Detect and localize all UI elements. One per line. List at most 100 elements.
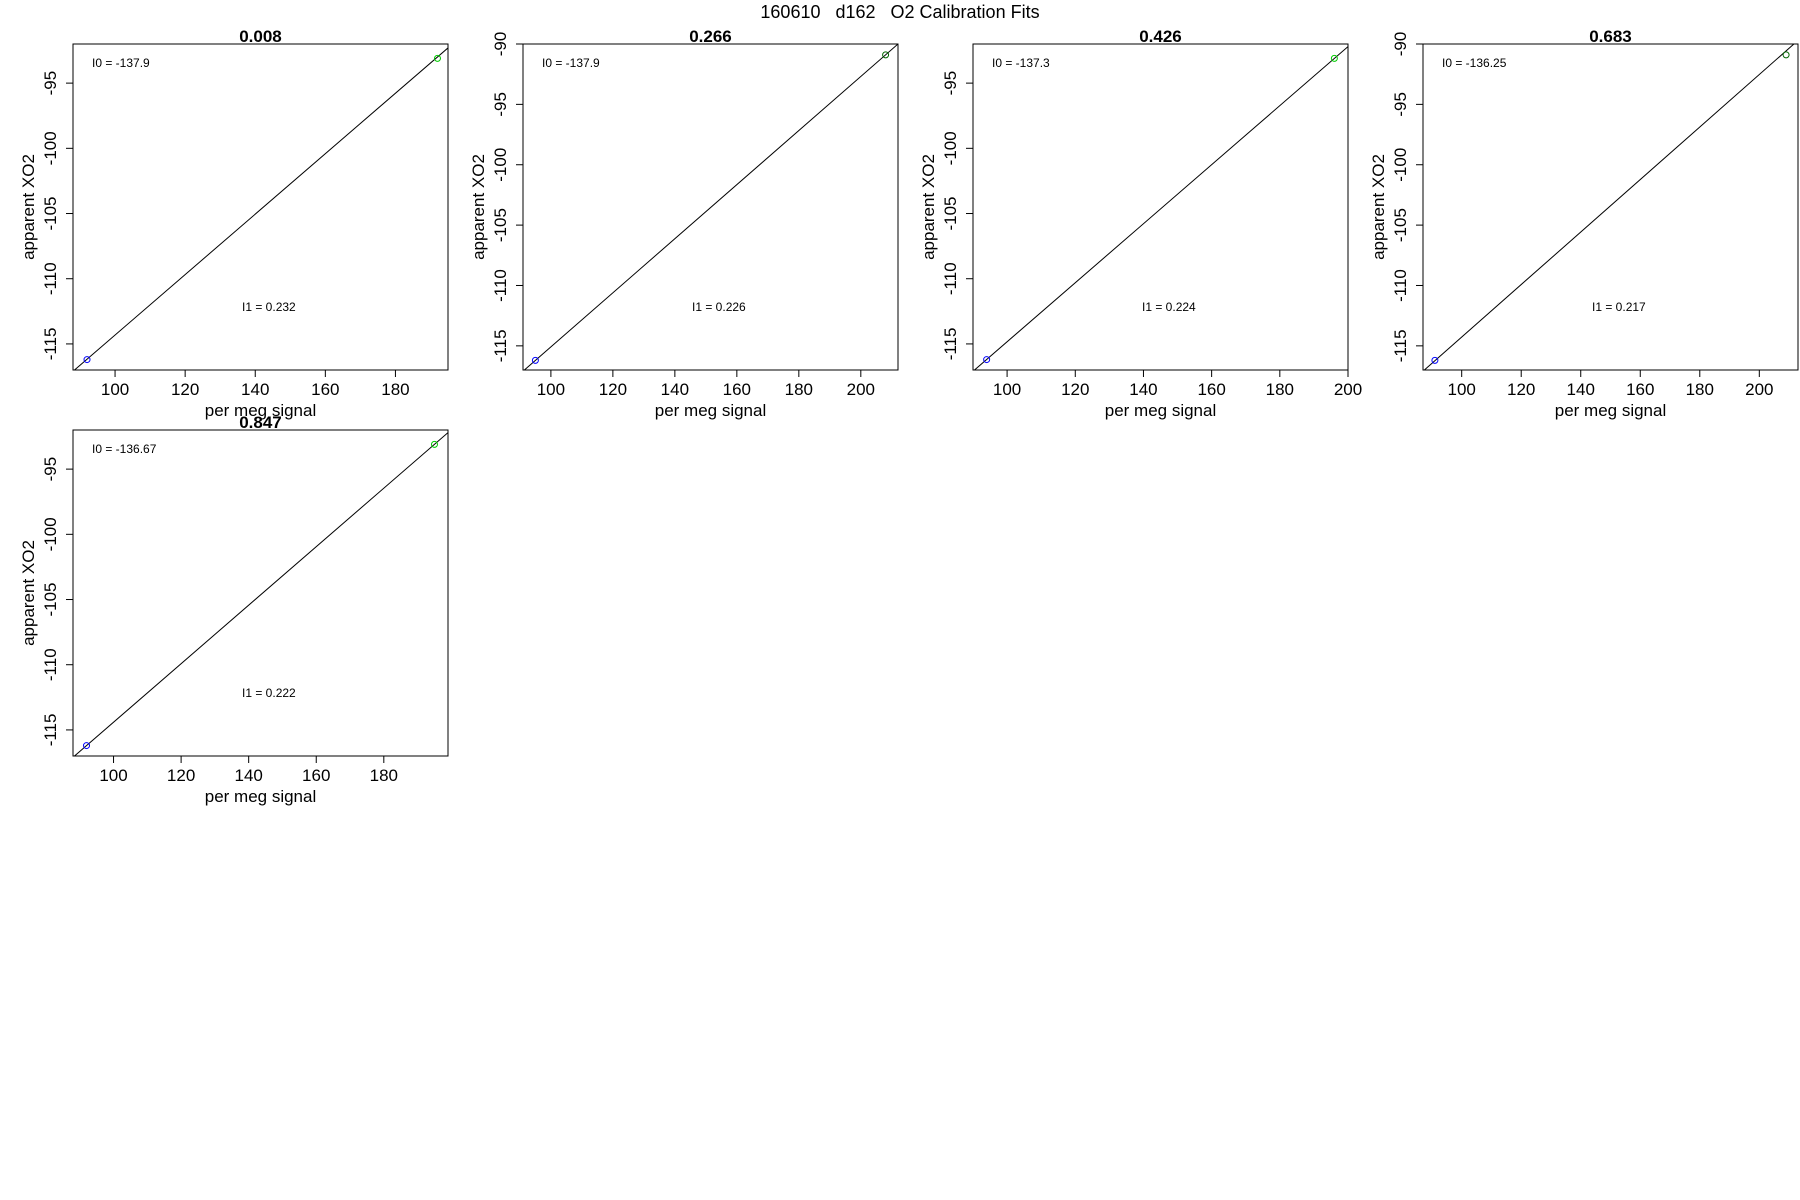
y-tick-label: -95 <box>41 71 60 96</box>
x-tick-label: 160 <box>723 380 751 399</box>
x-tick-label: 160 <box>1626 380 1654 399</box>
data-point <box>983 356 991 364</box>
x-tick-label: 180 <box>785 380 813 399</box>
x-tick-label: 100 <box>101 380 129 399</box>
x-tick-label: 120 <box>1061 380 1089 399</box>
x-tick-label: 120 <box>171 380 199 399</box>
panel-title: 0.266 <box>689 27 732 46</box>
intercept-annotation: I0 = -137.9 <box>542 56 600 70</box>
y-tick-label: -95 <box>491 92 510 117</box>
y-tick-label: -115 <box>41 714 60 747</box>
x-tick-label: 100 <box>1448 380 1476 399</box>
fit-line <box>973 46 1348 370</box>
fit-line <box>523 44 898 370</box>
y-tick-label: -110 <box>941 262 960 295</box>
intercept-annotation: I0 = -136.67 <box>92 442 157 456</box>
x-tick-label: 180 <box>370 766 398 785</box>
x-tick-label: 180 <box>1266 380 1294 399</box>
y-axis-label: apparent XO2 <box>469 154 488 260</box>
x-tick-label: 200 <box>847 380 875 399</box>
x-tick-label: 200 <box>1334 380 1362 399</box>
data-point <box>1431 356 1439 364</box>
y-tick-label: -100 <box>1391 148 1410 182</box>
data-point <box>1330 54 1338 62</box>
y-tick-label: -90 <box>491 32 510 57</box>
data-point <box>882 51 890 59</box>
fit-line <box>1423 44 1795 370</box>
x-tick-label: 100 <box>993 380 1021 399</box>
page-title: 160610 d162 O2 Calibration Fits <box>760 2 1040 22</box>
data-point <box>433 54 441 62</box>
panel-title: 0.847 <box>239 413 282 432</box>
panel-title: 0.683 <box>1589 27 1632 46</box>
slope-annotation: I1 = 0.232 <box>242 300 296 314</box>
calibration-panel-4: 0.683 100 120 140 160 180 200 -115 -110 -105 -100 -… <box>1369 27 1799 420</box>
x-tick-label: 140 <box>1129 380 1157 399</box>
y-tick-label: -100 <box>41 517 60 551</box>
data-point <box>531 356 539 364</box>
y-tick-label: -105 <box>41 583 60 617</box>
x-axis-label: per meg signal <box>205 787 317 806</box>
y-axis-label: apparent XO2 <box>19 154 38 260</box>
y-tick-label: -95 <box>41 457 60 482</box>
calibration-panel-3: 0.426 100 120 140 160 180 200 -115 -110 -105 -100 -… <box>919 27 1362 420</box>
x-tick-label: 140 <box>241 380 269 399</box>
data-point <box>83 356 91 364</box>
y-tick-label: -100 <box>41 131 60 165</box>
x-tick-label: 160 <box>311 380 339 399</box>
data-point <box>1782 51 1790 59</box>
plot-frame <box>972 43 1349 371</box>
x-tick-label: 180 <box>1686 380 1714 399</box>
intercept-annotation: I0 = -136.25 <box>1442 56 1507 70</box>
x-tick-label: 180 <box>381 380 409 399</box>
y-tick-label: -105 <box>941 197 960 231</box>
calibration-panel-5: 0.847 100 120 140 160 180 -115 -110 -105 -100 -95 p… <box>19 413 449 806</box>
y-tick-label: -115 <box>1391 329 1410 362</box>
y-tick-label: -90 <box>1391 32 1410 57</box>
y-tick-label: -110 <box>41 262 60 295</box>
calibration-panel-2: 0.266 100 120 140 160 180 200 -115 -110 -105 -100 -… <box>469 27 899 420</box>
x-tick-label: 140 <box>234 766 262 785</box>
x-axis-label: per meg signal <box>1555 401 1667 420</box>
panel-title: 0.008 <box>239 27 282 46</box>
slope-annotation: I1 = 0.222 <box>242 686 296 700</box>
slope-annotation: I1 = 0.217 <box>1592 300 1646 314</box>
y-tick-label: -105 <box>41 197 60 231</box>
intercept-annotation: I0 = -137.3 <box>992 56 1050 70</box>
x-tick-label: 140 <box>1567 380 1595 399</box>
x-tick-label: 120 <box>599 380 627 399</box>
y-tick-label: -115 <box>491 329 510 362</box>
x-tick-label: 120 <box>1507 380 1535 399</box>
y-axis-label: apparent XO2 <box>1369 154 1388 260</box>
plot-frame <box>72 429 449 757</box>
data-point <box>430 440 438 448</box>
x-tick-label: 140 <box>661 380 689 399</box>
intercept-annotation: I0 = -137.9 <box>92 56 150 70</box>
x-tick-label: 100 <box>537 380 565 399</box>
slope-annotation: I1 = 0.226 <box>692 300 746 314</box>
panel-title: 0.426 <box>1139 27 1182 46</box>
fit-line <box>73 432 448 756</box>
y-tick-label: -100 <box>491 148 510 182</box>
plot-frame <box>1422 43 1799 371</box>
x-axis-label: per meg signal <box>205 401 317 420</box>
y-tick-label: -95 <box>1391 92 1410 117</box>
y-tick-label: -115 <box>941 328 960 361</box>
x-tick-label: 100 <box>99 766 127 785</box>
y-tick-label: -110 <box>491 269 510 302</box>
x-tick-label: 200 <box>1745 380 1773 399</box>
y-axis-label: apparent XO2 <box>919 154 938 260</box>
y-tick-label: -105 <box>1391 208 1410 242</box>
plot-frame <box>72 43 449 371</box>
x-axis-label: per meg signal <box>1105 401 1217 420</box>
x-tick-label: 160 <box>302 766 330 785</box>
x-axis-label: per meg signal <box>655 401 767 420</box>
y-tick-label: -100 <box>941 131 960 165</box>
plot-frame <box>522 43 899 371</box>
slope-annotation: I1 = 0.224 <box>1142 300 1196 314</box>
calibration-panel-1: 0.008 100 120 140 160 180 -115 -110 -105 -100 -95 p… <box>19 27 449 420</box>
y-tick-label: -95 <box>941 71 960 96</box>
y-tick-label: -105 <box>491 208 510 242</box>
y-tick-label: -110 <box>41 648 60 681</box>
x-tick-label: 120 <box>167 766 195 785</box>
